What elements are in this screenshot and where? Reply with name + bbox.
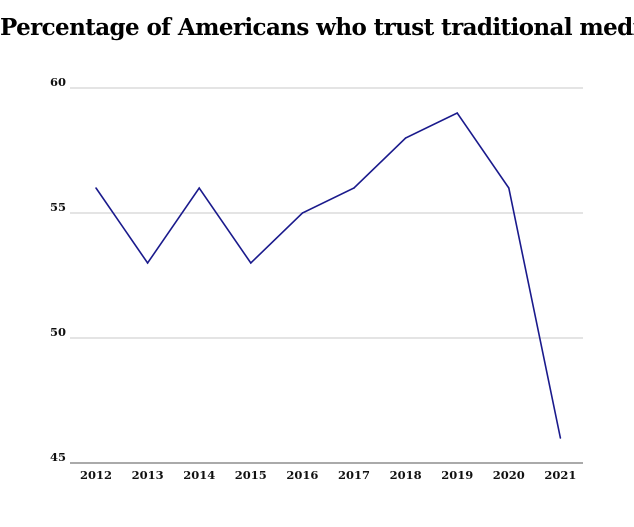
data-point	[95, 187, 97, 189]
data-point	[456, 112, 459, 114]
x-tick-label: 2012	[80, 468, 112, 482]
x-tick-label: 2020	[493, 468, 525, 482]
x-tick-label: 2013	[132, 468, 164, 482]
x-axis-ticks: 2012 2013 2014 2015 2016 2017 2018 2019 2020 2021	[80, 468, 576, 482]
data-point	[301, 212, 304, 214]
y-axis-ticks: 60 55 50 45	[50, 75, 66, 464]
y-tick-label: 55	[50, 200, 66, 214]
x-tick-label: 2017	[338, 468, 370, 482]
y-tick-label: 45	[50, 450, 66, 464]
series-line-0	[95, 111, 562, 439]
gridlines	[70, 87, 583, 339]
x-tick-label: 2014	[183, 468, 215, 482]
data-point	[198, 187, 200, 189]
data-point	[508, 187, 510, 189]
x-tick-label: 2016	[286, 468, 318, 482]
y-tick-label: 50	[50, 325, 66, 339]
data-point	[404, 137, 407, 139]
chart-title: Percentage of Americans who trust tradit…	[0, 14, 634, 41]
data-point	[559, 437, 562, 439]
x-tick-label: 2015	[235, 468, 267, 482]
data-point	[146, 262, 149, 264]
x-tick-label: 2018	[390, 468, 422, 482]
y-tick-label: 60	[50, 75, 66, 89]
data-point	[353, 187, 355, 189]
data-point	[250, 262, 252, 264]
x-tick-label: 2019	[441, 468, 473, 482]
x-tick-label: 2021	[544, 468, 576, 482]
series-group	[95, 111, 562, 439]
